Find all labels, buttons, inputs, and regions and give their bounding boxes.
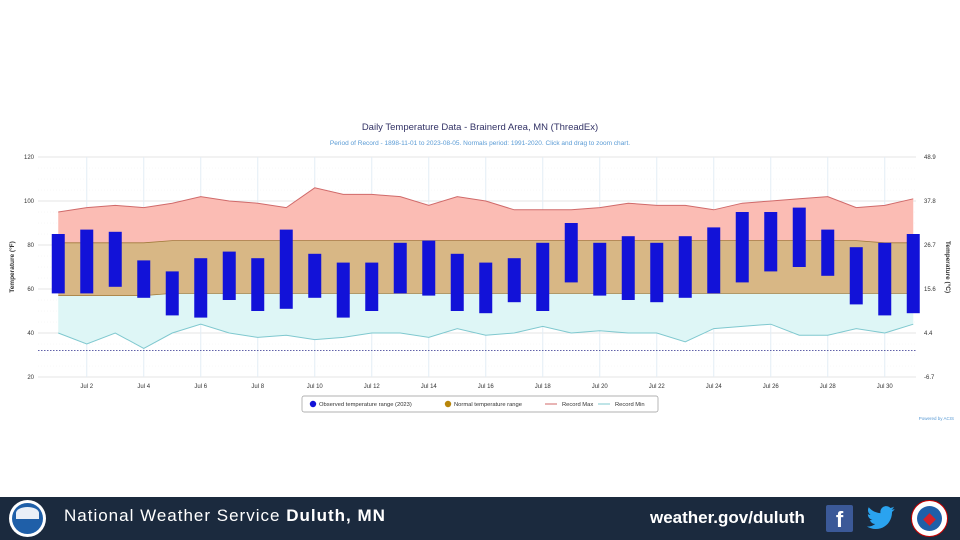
observed-range-bar[interactable] <box>194 258 208 318</box>
observed-range-bar[interactable] <box>422 240 436 296</box>
observed-range-bar[interactable] <box>764 212 778 272</box>
x-tick-label: Jul 8 <box>251 384 264 390</box>
observed-range-bar[interactable] <box>251 258 265 311</box>
observed-range-bar[interactable] <box>707 227 721 294</box>
y-tick-label: 40 <box>27 331 34 337</box>
legend-marker <box>444 400 452 408</box>
observed-range-bar[interactable] <box>878 242 892 316</box>
chart-title: Daily Temperature Data - Brainerd Area, … <box>362 122 598 133</box>
noaa-logo[interactable] <box>9 500 46 537</box>
observed-range-bar[interactable] <box>222 251 236 300</box>
y-right-tick-label: 48.9 <box>924 155 936 161</box>
observed-range-bar[interactable] <box>564 223 578 283</box>
observed-range-bar[interactable] <box>678 236 692 298</box>
x-tick-label: Jul 24 <box>706 384 723 390</box>
observed-range-bar[interactable] <box>80 229 94 294</box>
x-tick-label: Jul 10 <box>307 384 324 390</box>
observed-range-bar[interactable] <box>165 271 179 316</box>
observed-range-bar[interactable] <box>906 234 920 314</box>
observed-range-bar[interactable] <box>650 242 664 303</box>
noaa-logo-emblem <box>12 503 43 534</box>
observed-range-bar[interactable] <box>137 260 151 298</box>
observed-range-bar[interactable] <box>365 262 379 311</box>
x-tick-label: Jul 6 <box>194 384 207 390</box>
y-tick-label: 120 <box>24 155 35 161</box>
x-tick-label: Jul 4 <box>137 384 150 390</box>
observed-range-bar[interactable] <box>821 229 835 276</box>
x-tick-label: Jul 16 <box>478 384 495 390</box>
observed-range-bar[interactable] <box>849 247 863 305</box>
x-tick-label: Jul 14 <box>421 384 438 390</box>
x-tick-label: Jul 18 <box>535 384 552 390</box>
observed-range-bar[interactable] <box>450 253 464 311</box>
observed-range-bar[interactable] <box>621 236 635 300</box>
legend-box <box>301 395 659 413</box>
facebook-icon[interactable]: f <box>826 505 853 532</box>
x-tick-label: Jul 22 <box>649 384 666 390</box>
chart-area[interactable]: Daily Temperature Data - Brainerd Area, … <box>0 0 960 497</box>
footer-bar: National Weather Service Duluth, MN weat… <box>0 497 960 540</box>
footer-url-link[interactable]: weather.gov/duluth <box>650 508 805 527</box>
chart-credit: Powered by ACIS <box>919 416 954 421</box>
chart-subtitle: Period of Record - 1898-11-01 to 2023-08… <box>330 140 630 147</box>
observed-range-bar[interactable] <box>393 242 407 294</box>
legend-marker <box>309 400 317 408</box>
observed-range-bar[interactable] <box>735 212 749 283</box>
footer-org-name: National Weather Service <box>64 506 281 525</box>
legend-item-label: Record Min <box>615 402 645 408</box>
footer-title: National Weather Service Duluth, MN <box>64 506 386 526</box>
x-tick-label: Jul 30 <box>877 384 894 390</box>
footer-office-name: Duluth, MN <box>286 506 386 525</box>
observed-range-bar[interactable] <box>336 262 350 318</box>
observed-range-bar[interactable] <box>51 234 65 294</box>
observed-range-bar[interactable] <box>593 242 607 296</box>
legend-item-label: Observed temperature range (2023) <box>319 402 412 408</box>
record-max-line <box>58 187 914 213</box>
legend-item-label: Record Max <box>562 402 593 408</box>
observed-range-bar[interactable] <box>279 229 293 309</box>
nws-logo-emblem <box>917 506 942 531</box>
x-tick-label: Jul 2 <box>80 384 93 390</box>
twitter-icon[interactable] <box>866 505 896 532</box>
nws-logo[interactable] <box>911 500 948 537</box>
y-right-tick-label: 4.4 <box>924 331 933 337</box>
observed-range-bar[interactable] <box>108 231 122 287</box>
x-tick-label: Jul 26 <box>763 384 780 390</box>
y-right-axis-title: Temperature (°C) <box>944 241 952 293</box>
observed-range-bar[interactable] <box>536 242 550 311</box>
y-tick-label: 20 <box>27 375 34 381</box>
y-right-tick-label: 37.8 <box>924 199 936 205</box>
observed-range-bar[interactable] <box>507 258 521 303</box>
y-axis-title: Temperature (°F) <box>8 241 16 293</box>
x-tick-label: Jul 28 <box>820 384 837 390</box>
x-tick-label: Jul 12 <box>364 384 381 390</box>
y-right-tick-label: -6.7 <box>924 375 935 381</box>
observed-range-bar[interactable] <box>792 207 806 267</box>
observed-range-bar[interactable] <box>308 253 322 298</box>
observed-range-bar[interactable] <box>479 262 493 314</box>
record-min-line <box>58 323 914 349</box>
y-tick-label: 60 <box>27 287 34 293</box>
legend-item-label: Normal temperature range <box>454 402 522 408</box>
y-tick-label: 100 <box>24 199 35 205</box>
y-right-tick-label: 26.7 <box>924 243 936 249</box>
x-tick-label: Jul 20 <box>592 384 609 390</box>
y-tick-label: 80 <box>27 243 34 249</box>
record-max-area <box>58 187 914 243</box>
y-right-tick-label: 15.6 <box>924 287 936 293</box>
